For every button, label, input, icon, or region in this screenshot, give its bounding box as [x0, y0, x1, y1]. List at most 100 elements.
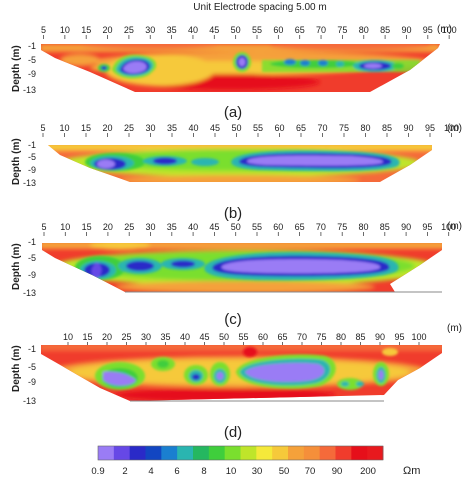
- colorbar-swatch: [240, 446, 257, 460]
- x-tick-label: 90: [401, 222, 411, 232]
- x-tick-label: 85: [355, 332, 365, 342]
- x-tick-label: 100: [441, 222, 456, 232]
- x-tick-label: 55: [252, 222, 262, 232]
- x-tick-label: 20: [102, 332, 112, 342]
- depth-tick-label: -9: [28, 165, 36, 175]
- x-tick-label: 100: [442, 25, 457, 35]
- depth-tick-label: -13: [23, 85, 36, 95]
- x-unit-b: (m): [447, 123, 462, 134]
- panel-label-a: (a): [224, 104, 242, 121]
- depth-tick-label: -9: [28, 270, 36, 280]
- x-tick-label: 95: [394, 332, 404, 342]
- depth-tick-label: -13: [23, 178, 36, 188]
- panel-b: 5 10 15 20 25 30 35 40 45 50 55 60 65 70 75 80 85 90 95 100…: [11, 123, 462, 222]
- colorbar-label: 50: [279, 466, 290, 477]
- figure-title: Unit Electrode spacing 5.00 m: [193, 2, 326, 13]
- x-tick-label: 60: [274, 123, 284, 133]
- x-tick-label: 65: [295, 222, 305, 232]
- x-tick-label: 35: [167, 25, 177, 35]
- x-tick-label: 25: [121, 332, 131, 342]
- x-tick-label: 5: [41, 25, 46, 35]
- colorbar-label: 90: [332, 466, 343, 477]
- x-tick-label: 100: [411, 332, 426, 342]
- x-tick-label: 5: [41, 222, 46, 232]
- colorbar-swatch: [145, 446, 162, 460]
- colorbar-swatch: [335, 446, 352, 460]
- colorbar-swatch: [367, 446, 384, 460]
- x-tick-label: 95: [423, 25, 433, 35]
- x-tick-label: 65: [295, 25, 305, 35]
- x-tick-label: 65: [277, 332, 287, 342]
- x-tick-labels-a: 5 10 15 20 25 30 35 40 45 50 55 60 65 70 75 80 85 90 95 100: [41, 25, 457, 39]
- colorbar-swatch: [113, 446, 131, 460]
- depth-tick-label: -5: [28, 152, 36, 162]
- depth-ticks-a: -1 -5 -9 -13: [23, 41, 36, 95]
- x-tick-label: 85: [380, 222, 390, 232]
- x-tick-label: 100: [444, 123, 459, 133]
- x-tick-label: 40: [188, 123, 198, 133]
- x-tick-label: 75: [337, 25, 347, 35]
- depth-tick-label: -13: [23, 288, 36, 298]
- colorbar-swatch: [319, 446, 336, 460]
- x-tick-label: 45: [209, 25, 219, 35]
- x-tick-label: 40: [188, 222, 198, 232]
- x-tick-label: 55: [238, 332, 248, 342]
- x-tick-label: 15: [82, 332, 92, 342]
- x-tick-label: 75: [337, 222, 347, 232]
- x-tick-label: 30: [145, 123, 155, 133]
- x-tick-label: 10: [63, 332, 73, 342]
- panel-label-c: (c): [224, 311, 242, 328]
- x-unit-d: (m): [447, 323, 462, 334]
- x-tick-label: 10: [60, 25, 70, 35]
- x-tick-label: 55: [252, 25, 262, 35]
- colorbar-swatch: [224, 446, 241, 460]
- x-tick-label: 65: [296, 123, 306, 133]
- x-tick-labels-b: 5 10 15 20 25 30 35 40 45 50 55 60 65 70 75 80 85 90 95 100: [40, 123, 459, 137]
- x-tick-label: 60: [258, 332, 268, 342]
- colorbar-swatch: [303, 446, 321, 460]
- x-tick-label: 35: [167, 123, 177, 133]
- depth-tick-label: -9: [28, 69, 36, 79]
- colorbar-swatch: [177, 446, 194, 460]
- depth-ticks-b: -1 -5 -9 -13: [23, 140, 36, 188]
- x-tick-label: 30: [145, 222, 155, 232]
- colorbar-swatches: [97, 445, 384, 461]
- panel-a: 5 10 15 20 25 30 35 40 45 50 55 60 65 70 75 80 85 90 95 100…: [11, 24, 457, 121]
- x-tick-label: 15: [81, 123, 91, 133]
- x-tick-label: 60: [273, 222, 283, 232]
- x-tick-label: 70: [297, 332, 307, 342]
- colorbar-label: 70: [305, 466, 316, 477]
- x-tick-label: 85: [380, 25, 390, 35]
- x-tick-label: 60: [273, 25, 283, 35]
- panel-label-b: (b): [224, 205, 242, 222]
- y-axis-label-d: Depth (m): [11, 345, 22, 392]
- depth-ticks-d: -1 -5 -9 -13: [23, 344, 36, 406]
- colorbar-unit: Ωm: [403, 465, 420, 477]
- x-tick-label: 90: [375, 332, 385, 342]
- colorbar-swatch: [129, 446, 146, 460]
- section-c: [42, 243, 442, 292]
- section-d: [41, 345, 442, 401]
- depth-ticks-c: -1 -5 -9 -13: [23, 237, 36, 298]
- x-tick-label: 80: [336, 332, 346, 342]
- x-tick-label: 75: [339, 123, 349, 133]
- x-tick-label: 25: [124, 123, 134, 133]
- x-tick-label: 55: [253, 123, 263, 133]
- x-unit-a: (m): [437, 24, 452, 35]
- colorbar-swatch: [161, 446, 178, 460]
- x-tick-label: 25: [124, 25, 134, 35]
- colorbar-label: 8: [201, 466, 206, 477]
- x-tick-label: 70: [316, 25, 326, 35]
- x-tick-label: 50: [231, 222, 241, 232]
- colorbar-label: 0.9: [91, 466, 104, 477]
- depth-tick-label: -5: [28, 362, 36, 372]
- depth-tick-label: -5: [28, 253, 36, 263]
- x-tick-label: 10: [59, 123, 69, 133]
- x-tick-label: 35: [160, 332, 170, 342]
- y-axis-label-b: Depth (m): [11, 138, 22, 185]
- colorbar-swatch: [288, 446, 305, 460]
- colorbar-label: 6: [174, 466, 179, 477]
- colorbar-label: 4: [148, 466, 153, 477]
- x-tick-labels-c: 5 10 15 20 25 30 35 40 45 50 55 60 65 70 75 80 85 90 95 100: [41, 222, 456, 236]
- colorbar-swatch: [351, 446, 368, 460]
